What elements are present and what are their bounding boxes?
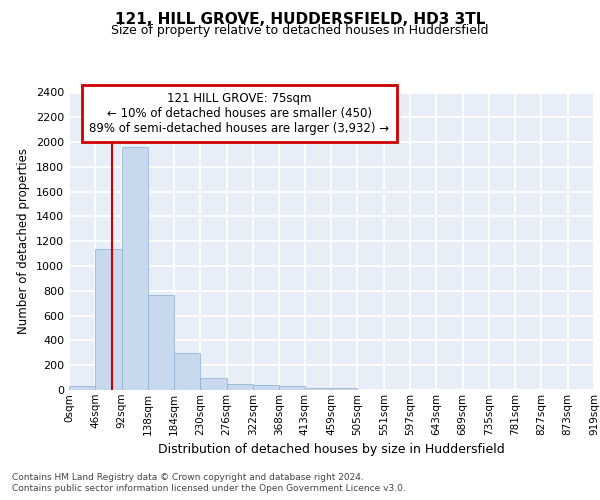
Bar [227,384,253,390]
Bar [253,385,279,390]
Bar [122,147,148,390]
Text: Size of property relative to detached houses in Huddersfield: Size of property relative to detached ho… [111,24,489,37]
Bar [95,248,122,390]
Bar [69,386,95,390]
X-axis label: Distribution of detached houses by size in Huddersfield: Distribution of detached houses by size … [158,443,505,456]
Bar [148,294,174,390]
Bar [331,388,358,390]
Bar [279,386,305,390]
Y-axis label: Number of detached properties: Number of detached properties [17,148,31,334]
Bar [174,353,200,390]
Text: Contains public sector information licensed under the Open Government Licence v3: Contains public sector information licen… [12,484,406,493]
Bar [305,388,331,390]
Text: 121, HILL GROVE, HUDDERSFIELD, HD3 3TL: 121, HILL GROVE, HUDDERSFIELD, HD3 3TL [115,12,485,28]
Text: 121 HILL GROVE: 75sqm
← 10% of detached houses are smaller (450)
89% of semi-det: 121 HILL GROVE: 75sqm ← 10% of detached … [89,92,389,136]
Text: Contains HM Land Registry data © Crown copyright and database right 2024.: Contains HM Land Registry data © Crown c… [12,472,364,482]
Bar [200,378,227,390]
